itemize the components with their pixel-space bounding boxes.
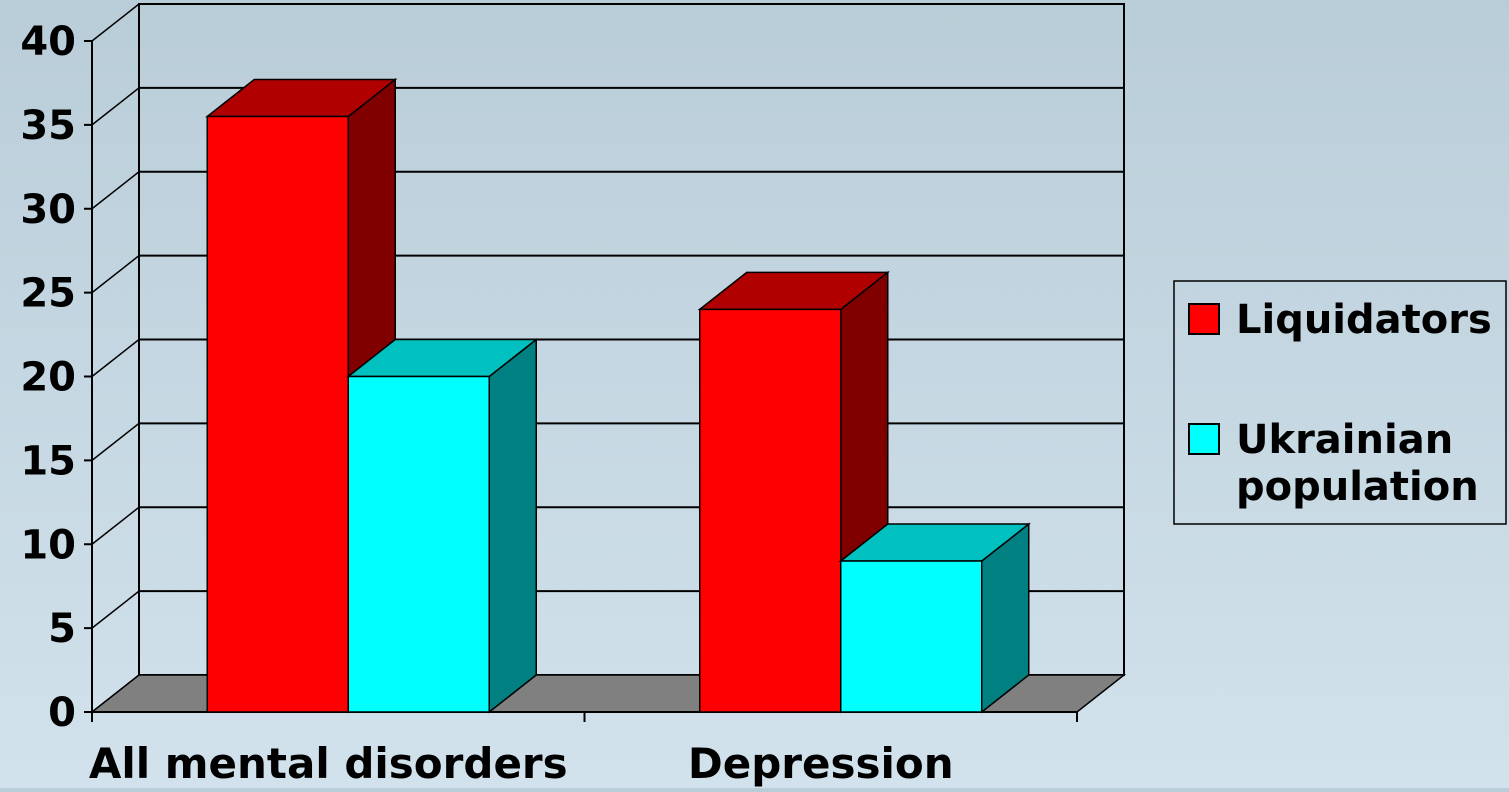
y-tick-label: 35 <box>20 103 76 149</box>
bar <box>206 115 349 713</box>
legend-swatch <box>1188 303 1220 335</box>
side-wall-line <box>91 422 140 461</box>
side-wall-line <box>91 255 140 294</box>
bar <box>699 308 842 713</box>
y-tick-label: 30 <box>20 187 76 233</box>
side-wall-line <box>91 3 140 42</box>
x-category-label: All mental disorders <box>89 739 568 788</box>
y-tick-label: 40 <box>20 19 76 65</box>
legend: Liquidators Ukrainian population <box>1173 280 1507 525</box>
side-wall-line <box>91 506 140 545</box>
bar <box>347 375 490 713</box>
side-wall-line <box>91 338 140 378</box>
legend-swatch <box>1188 423 1220 455</box>
side-wall-line <box>91 590 140 629</box>
x-category-label: Depression <box>688 739 954 788</box>
y-tick-label: 20 <box>20 355 76 401</box>
side-wall-line <box>91 87 140 126</box>
y-tick-label: 15 <box>20 438 76 484</box>
legend-label: Liquidators <box>1236 297 1492 343</box>
legend-box <box>1173 280 1507 525</box>
y-tick-label: 25 <box>20 271 76 317</box>
x-category-labels: All mental disorders Depression <box>89 739 954 788</box>
bars <box>205 77 1031 714</box>
y-tick-label: 0 <box>48 690 76 736</box>
y-tick-label: 10 <box>20 522 76 568</box>
legend-label: Ukrainian population <box>1236 417 1479 510</box>
bar-side <box>488 337 537 714</box>
side-wall-line <box>91 171 140 210</box>
y-tick-label: 5 <box>48 606 76 652</box>
bar <box>840 560 983 713</box>
y-tick-labels: 0 5 10 15 20 25 30 35 40 <box>20 19 76 736</box>
